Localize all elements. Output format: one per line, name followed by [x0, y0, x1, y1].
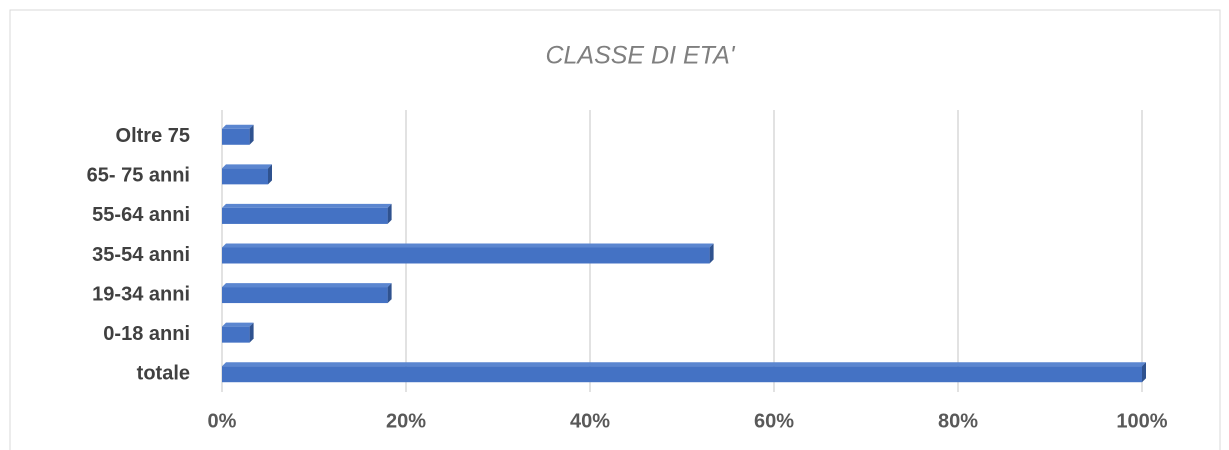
bar-side [387, 283, 392, 304]
y-tick-label: 55-64 anni [92, 204, 190, 226]
bar [222, 287, 388, 304]
bar-side [268, 164, 272, 185]
bar-side [249, 322, 254, 343]
bar-top [222, 124, 254, 129]
bar-side [249, 124, 254, 145]
bar-top [222, 322, 254, 327]
y-tick-label: totale [137, 362, 190, 384]
x-tick-label: 20% [386, 410, 426, 432]
bar-top [222, 283, 392, 288]
bar-side [709, 243, 714, 264]
x-tick-label: 40% [570, 410, 610, 432]
bar [222, 247, 710, 264]
chart-title: CLASSE DI ETA' [545, 42, 735, 70]
bar [222, 168, 268, 185]
bar-top [222, 164, 272, 169]
chart-frame [9, 9, 1221, 450]
y-tick-label: 35-54 anni [92, 244, 190, 266]
x-tick-label: 80% [938, 410, 978, 432]
x-tick-label: 60% [754, 410, 794, 432]
bar-top [222, 362, 1146, 367]
bar-top [222, 243, 714, 248]
bar [222, 326, 250, 343]
y-tick-label: 19-34 anni [92, 283, 190, 305]
x-tick-label: 0% [208, 410, 237, 432]
bar-side [387, 203, 392, 224]
y-tick-label: Oltre 75 [116, 125, 190, 147]
bar-side [1142, 362, 1146, 383]
y-tick-label: 0-18 anni [103, 323, 190, 345]
bar [222, 128, 250, 145]
bar [222, 207, 388, 224]
bar-top [222, 203, 392, 208]
y-tick-label: 65- 75 anni [87, 165, 190, 187]
bar [222, 366, 1142, 383]
x-tick-label: 100% [1116, 410, 1167, 432]
